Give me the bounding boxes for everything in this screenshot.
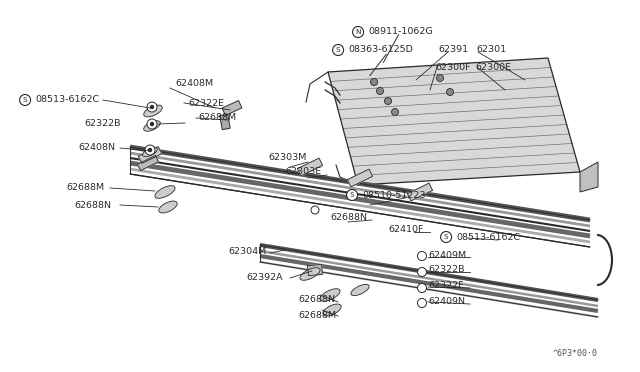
Text: 62688N: 62688N xyxy=(298,295,335,305)
Polygon shape xyxy=(408,183,433,201)
Polygon shape xyxy=(328,58,580,185)
Ellipse shape xyxy=(144,105,163,117)
Circle shape xyxy=(392,109,399,115)
Text: 08363-6125D: 08363-6125D xyxy=(348,45,413,55)
Text: N: N xyxy=(355,29,361,35)
Polygon shape xyxy=(222,100,242,115)
Text: 62408N: 62408N xyxy=(78,144,115,153)
Circle shape xyxy=(417,267,426,276)
Circle shape xyxy=(417,251,426,260)
Polygon shape xyxy=(580,162,598,192)
Text: 62300F: 62300F xyxy=(435,62,470,71)
Text: 62410F: 62410F xyxy=(388,225,424,234)
Circle shape xyxy=(150,106,154,109)
Circle shape xyxy=(440,231,452,243)
Circle shape xyxy=(147,119,157,129)
Text: 62303M: 62303M xyxy=(268,154,307,163)
Polygon shape xyxy=(220,115,230,129)
Circle shape xyxy=(20,94,31,106)
Circle shape xyxy=(371,78,378,86)
Text: 62322B: 62322B xyxy=(84,119,120,128)
Text: 62688M: 62688M xyxy=(198,113,236,122)
Text: 62303E: 62303E xyxy=(285,167,321,176)
Circle shape xyxy=(147,102,157,112)
Text: S: S xyxy=(444,234,449,240)
Polygon shape xyxy=(138,155,159,170)
Circle shape xyxy=(148,148,152,151)
Circle shape xyxy=(150,122,154,125)
Ellipse shape xyxy=(159,201,177,213)
Text: 62688N: 62688N xyxy=(330,214,367,222)
Ellipse shape xyxy=(323,304,341,316)
Text: S: S xyxy=(336,47,340,53)
Text: 62300E: 62300E xyxy=(475,62,511,71)
Polygon shape xyxy=(298,158,323,176)
Ellipse shape xyxy=(143,121,161,131)
Text: 62391: 62391 xyxy=(438,45,468,55)
Text: 62688M: 62688M xyxy=(298,311,336,320)
Text: 62322E: 62322E xyxy=(188,99,224,108)
Circle shape xyxy=(447,89,454,96)
Text: 08510-51223: 08510-51223 xyxy=(362,190,426,199)
Ellipse shape xyxy=(320,289,340,301)
Circle shape xyxy=(385,97,392,105)
Text: 08513-6162C: 08513-6162C xyxy=(456,232,520,241)
Circle shape xyxy=(311,206,319,214)
Text: 62304M: 62304M xyxy=(228,247,266,257)
Ellipse shape xyxy=(155,186,175,198)
Text: 62322B: 62322B xyxy=(428,266,465,275)
Circle shape xyxy=(417,283,426,292)
Ellipse shape xyxy=(351,284,369,296)
Polygon shape xyxy=(308,264,323,276)
Polygon shape xyxy=(348,169,372,187)
Text: 62301: 62301 xyxy=(476,45,506,55)
Text: ^6P3*00·0: ^6P3*00·0 xyxy=(553,349,598,358)
Text: 62392A: 62392A xyxy=(246,273,283,282)
Circle shape xyxy=(436,74,444,81)
Text: 62408M: 62408M xyxy=(175,78,213,87)
Text: 62322F: 62322F xyxy=(428,282,463,291)
Ellipse shape xyxy=(143,147,157,157)
Text: S: S xyxy=(23,97,28,103)
Text: 08911-1062G: 08911-1062G xyxy=(368,28,433,36)
Circle shape xyxy=(347,189,358,201)
Circle shape xyxy=(417,298,426,308)
Text: 62688M: 62688M xyxy=(66,183,104,192)
Circle shape xyxy=(145,145,155,155)
Circle shape xyxy=(376,87,383,94)
Text: S: S xyxy=(350,192,355,198)
Ellipse shape xyxy=(300,268,320,280)
Text: 62409M: 62409M xyxy=(428,250,466,260)
Circle shape xyxy=(333,45,344,55)
Text: 08513-6162C: 08513-6162C xyxy=(35,96,99,105)
Polygon shape xyxy=(138,147,162,163)
Text: 62409N: 62409N xyxy=(428,298,465,307)
Circle shape xyxy=(353,26,364,38)
Text: 62688N: 62688N xyxy=(74,201,111,209)
